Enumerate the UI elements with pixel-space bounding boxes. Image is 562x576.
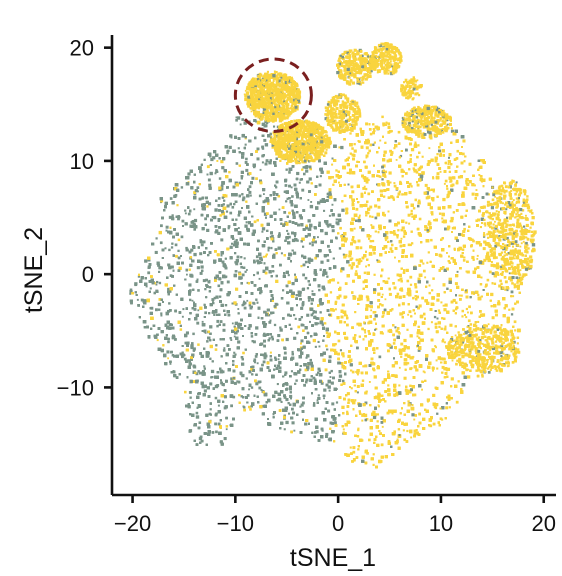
x-tick-label: 20 bbox=[531, 511, 555, 536]
y-tick-label: 20 bbox=[70, 36, 94, 61]
highlight-dashed-circle bbox=[233, 57, 313, 133]
x-tick-label: −10 bbox=[217, 511, 254, 536]
x-tick-label: 10 bbox=[429, 511, 453, 536]
y-tick-label: 0 bbox=[82, 262, 94, 287]
x-axis-title: tSNE_1 bbox=[290, 544, 376, 572]
scatter-points-layer bbox=[129, 42, 537, 469]
y-tick-label: 10 bbox=[70, 149, 94, 174]
x-tick-label: 0 bbox=[332, 511, 344, 536]
x-axis-ticks: −20 −10 0 10 20 bbox=[114, 495, 556, 536]
x-tick-label: −20 bbox=[114, 511, 151, 536]
annotation-layer bbox=[233, 57, 313, 133]
y-tick-label: −10 bbox=[57, 375, 94, 400]
y-axis-ticks: −10 0 10 20 bbox=[57, 36, 112, 400]
y-axis-title: tSNE_2 bbox=[20, 227, 48, 313]
